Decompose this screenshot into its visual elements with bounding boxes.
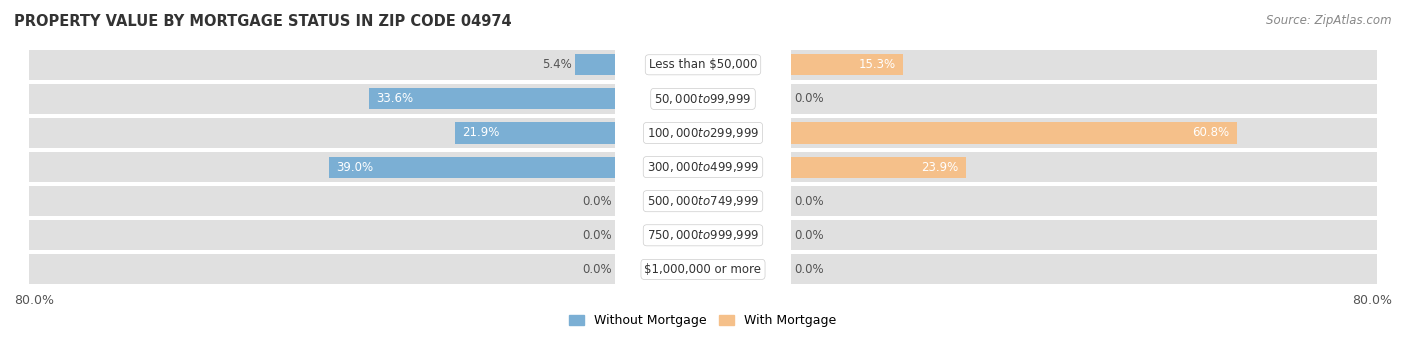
- Text: $750,000 to $999,999: $750,000 to $999,999: [647, 228, 759, 242]
- Bar: [28, 220, 614, 250]
- Bar: [792, 50, 1378, 80]
- Text: 39.0%: 39.0%: [336, 161, 374, 174]
- Bar: [792, 122, 1236, 144]
- Text: 0.0%: 0.0%: [794, 229, 824, 242]
- Bar: [575, 54, 614, 75]
- Text: 0.0%: 0.0%: [582, 263, 612, 276]
- Text: Less than $50,000: Less than $50,000: [648, 58, 758, 71]
- Bar: [28, 254, 614, 284]
- Bar: [28, 50, 614, 80]
- Text: 0.0%: 0.0%: [582, 195, 612, 208]
- Text: 0.0%: 0.0%: [794, 263, 824, 276]
- Text: 0.0%: 0.0%: [794, 195, 824, 208]
- Text: 33.6%: 33.6%: [377, 92, 413, 105]
- Bar: [28, 186, 614, 216]
- Bar: [792, 186, 1378, 216]
- Text: 80.0%: 80.0%: [1353, 294, 1392, 307]
- Bar: [329, 157, 614, 178]
- Bar: [792, 118, 1378, 148]
- Bar: [368, 88, 614, 109]
- Text: 21.9%: 21.9%: [461, 127, 499, 139]
- Legend: Without Mortgage, With Mortgage: Without Mortgage, With Mortgage: [564, 309, 842, 332]
- Text: 23.9%: 23.9%: [921, 161, 959, 174]
- Text: Source: ZipAtlas.com: Source: ZipAtlas.com: [1267, 14, 1392, 27]
- Text: $500,000 to $749,999: $500,000 to $749,999: [647, 194, 759, 208]
- Text: $300,000 to $499,999: $300,000 to $499,999: [647, 160, 759, 174]
- Text: $100,000 to $299,999: $100,000 to $299,999: [647, 126, 759, 140]
- Bar: [454, 122, 614, 144]
- Text: 0.0%: 0.0%: [582, 229, 612, 242]
- Text: 0.0%: 0.0%: [794, 92, 824, 105]
- Bar: [792, 152, 1378, 182]
- Bar: [792, 254, 1378, 284]
- Bar: [792, 157, 966, 178]
- Bar: [792, 54, 903, 75]
- Text: PROPERTY VALUE BY MORTGAGE STATUS IN ZIP CODE 04974: PROPERTY VALUE BY MORTGAGE STATUS IN ZIP…: [14, 14, 512, 29]
- Text: 15.3%: 15.3%: [859, 58, 896, 71]
- Bar: [28, 118, 614, 148]
- Bar: [792, 220, 1378, 250]
- Bar: [28, 152, 614, 182]
- Text: 5.4%: 5.4%: [543, 58, 572, 71]
- Bar: [28, 84, 614, 114]
- Text: $1,000,000 or more: $1,000,000 or more: [644, 263, 762, 276]
- Text: $50,000 to $99,999: $50,000 to $99,999: [654, 92, 752, 106]
- Bar: [792, 84, 1378, 114]
- Text: 60.8%: 60.8%: [1192, 127, 1229, 139]
- Text: 80.0%: 80.0%: [14, 294, 53, 307]
